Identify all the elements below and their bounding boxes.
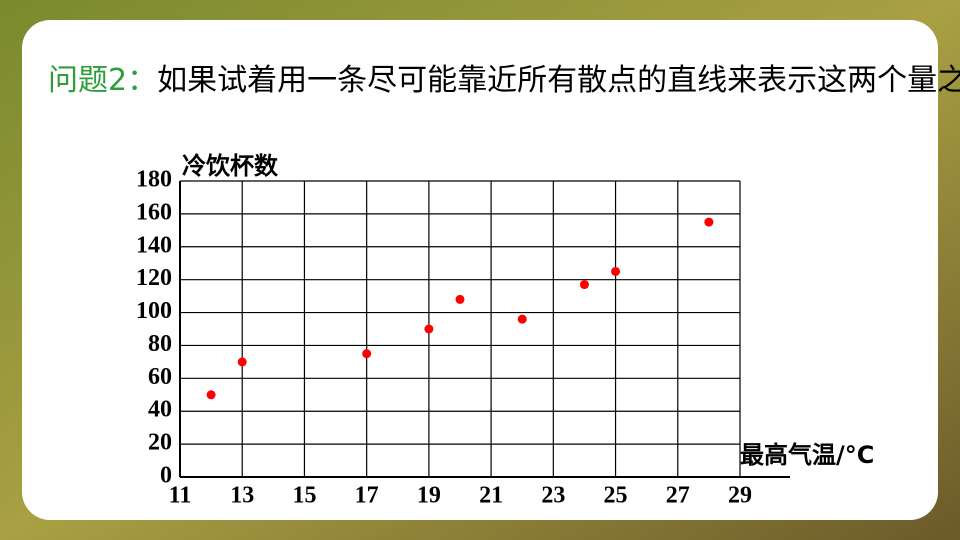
y-tick-label: 60 [148,364,172,390]
x-tick-label: 29 [728,483,752,509]
question-body: 如果试着用一条尽可能靠近所有散点的直线来表示这两个量之间的关系，你能试着画出这条… [157,63,960,98]
y-tick-label: 160 [136,199,172,225]
x-tick-label: 13 [230,483,254,509]
y-tick-label: 0 [160,463,172,489]
x-tick-label: 17 [355,483,379,509]
point [362,349,372,359]
y-tick-label: 80 [148,331,172,357]
y-tick-label: 140 [136,232,172,258]
y-tick-label: 100 [136,298,172,324]
x-axis-label: 最高气温/°C [740,441,874,469]
point [237,357,247,367]
y-tick-label: 180 [136,167,172,193]
question-label: 问题2： [48,63,157,98]
x-tick-label: 15 [292,483,316,509]
point [579,280,589,290]
point [611,266,621,276]
y-axis-label: 冷饮杯数 [182,152,279,180]
x-tick-label: 27 [666,483,690,509]
x-tick-label: 25 [604,483,628,509]
card [22,20,938,520]
x-tick-label: 23 [541,483,565,509]
question-text: 问题2：如果试着用一条尽可能靠近所有散点的直线来表示这两个量之间的关系，你能试着… [48,63,960,98]
point [206,390,216,400]
y-tick-label: 20 [148,430,172,456]
y-tick-label: 40 [148,397,172,423]
point [455,294,465,304]
point [704,217,714,227]
x-tick-label: 11 [169,483,192,509]
y-tick-label: 120 [136,265,172,291]
point [517,314,527,324]
point [424,324,434,334]
x-tick-label: 19 [417,483,441,509]
x-tick-label: 21 [479,483,503,509]
